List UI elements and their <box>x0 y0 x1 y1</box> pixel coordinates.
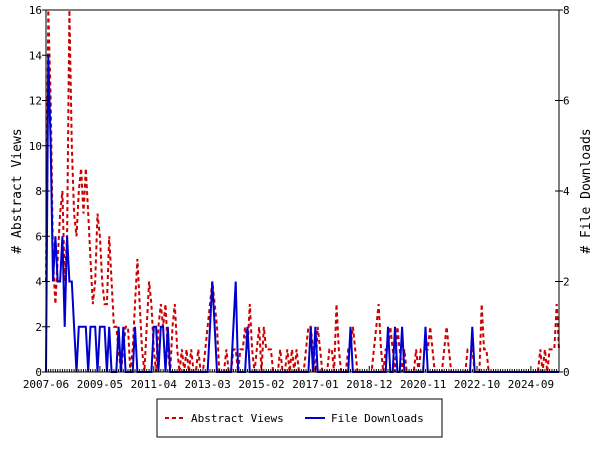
y2-tick-label: 0 <box>563 366 570 379</box>
series-line-file-downloads <box>45 55 559 373</box>
x-tick-label: 2017-01 <box>292 378 338 391</box>
series-line-abstract-views <box>45 9 560 373</box>
y-tick-label: 0 <box>35 366 42 379</box>
legend: Abstract Views File Downloads <box>156 398 443 438</box>
x-tick-label: 2024-09 <box>508 378 554 391</box>
plot-lines <box>45 9 560 373</box>
x-tick-label: 2018-12 <box>346 378 392 391</box>
y2-tick-label: 8 <box>563 4 570 17</box>
y-tick-label: 10 <box>29 140 42 153</box>
x-tick-label: 2015-02 <box>238 378 284 391</box>
y-tick-label: 14 <box>29 49 43 62</box>
y-tick-label: 2 <box>35 321 42 334</box>
y-tick-label: 4 <box>35 276 42 289</box>
plot-frame <box>45 9 560 373</box>
y-axis-label: # Abstract Views <box>10 128 25 253</box>
x-tick-label: 2009-05 <box>77 378 123 391</box>
x-tick-label: 2020-11 <box>400 378 446 391</box>
x-tick-label: 2007-06 <box>23 378 69 391</box>
x-tick-label: 2011-04 <box>131 378 178 391</box>
y2-axis-label: # File Downloads <box>579 128 594 253</box>
legend-label-abstract-views: Abstract Views <box>191 412 284 425</box>
axes: 2007-06 2009-05 2011-04 2013-03 2015-02 2017-… <box>23 4 570 391</box>
y-tick-label: 8 <box>35 185 42 198</box>
legend-box <box>156 398 443 438</box>
y-tick-label: 6 <box>35 230 42 243</box>
y-tick-label: 12 <box>29 95 42 108</box>
y2-tick-label: 2 <box>563 276 570 289</box>
y2-tick-label: 4 <box>563 185 570 198</box>
x-tick-label: 2022-10 <box>454 378 500 391</box>
y2-tick-label: 6 <box>563 95 570 108</box>
x-tick-label: 2013-03 <box>184 378 230 391</box>
y-tick-label: 16 <box>29 4 42 17</box>
legend-label-file-downloads: File Downloads <box>331 412 424 425</box>
